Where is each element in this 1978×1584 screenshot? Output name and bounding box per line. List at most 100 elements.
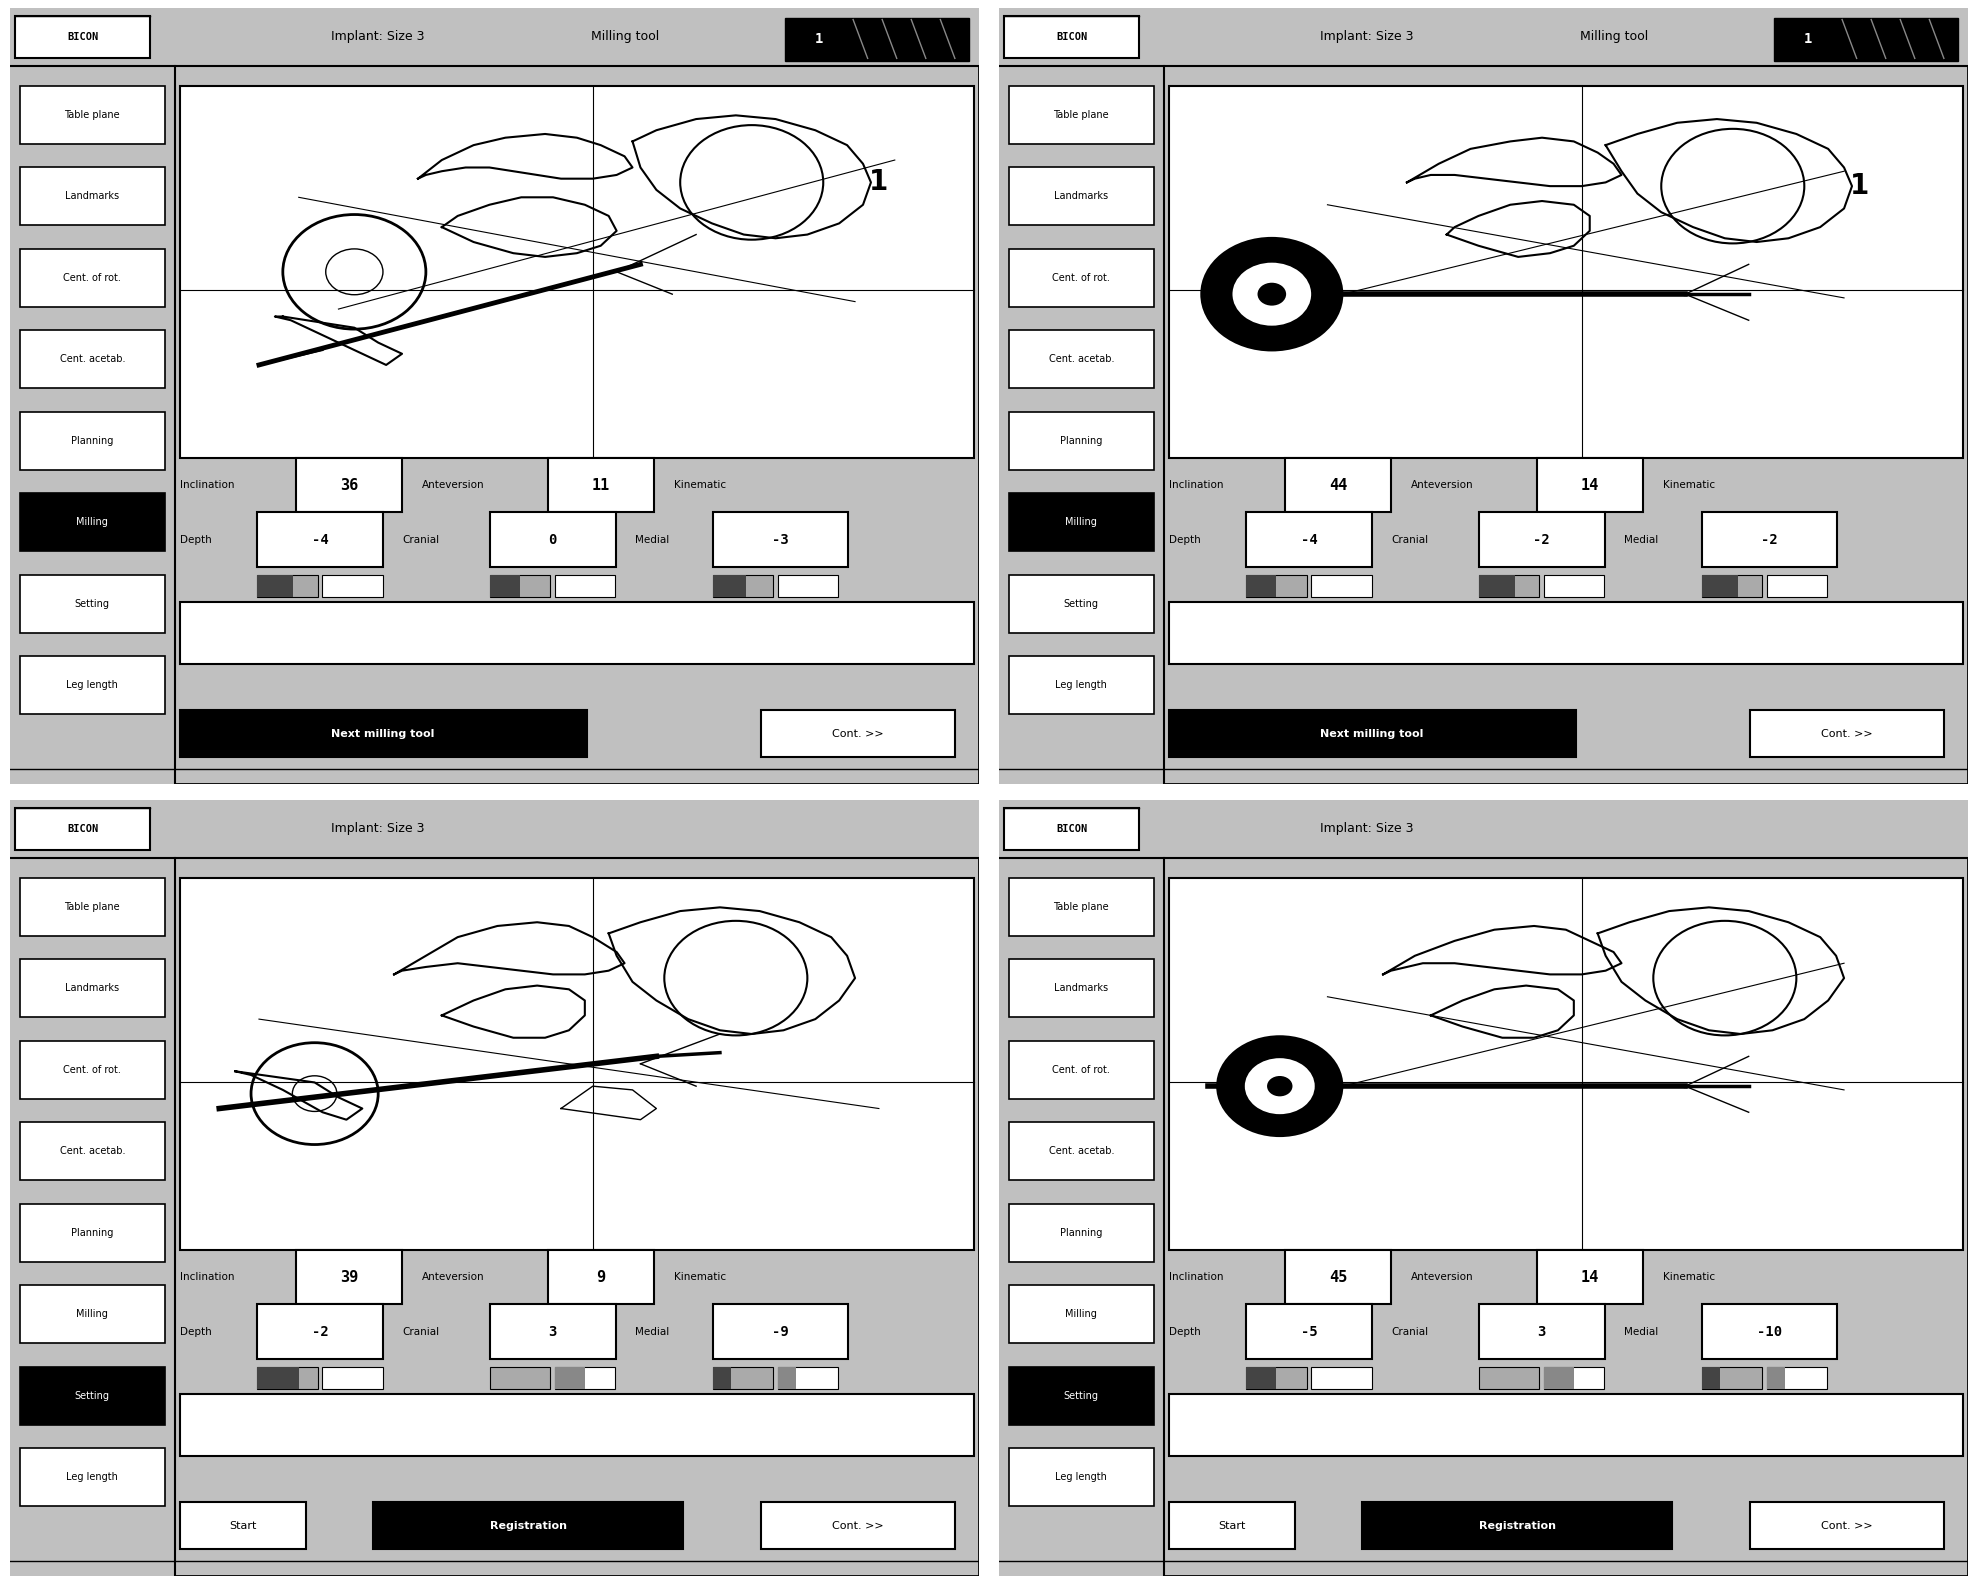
Text: Cent. acetab.: Cent. acetab. <box>1048 355 1114 364</box>
Bar <box>20 958 164 1017</box>
Bar <box>1009 166 1153 225</box>
Bar <box>712 1367 730 1389</box>
Bar <box>10 67 174 784</box>
Text: Leg length: Leg length <box>67 680 119 691</box>
Text: Milling tool: Milling tool <box>591 30 661 43</box>
Bar <box>1009 878 1153 936</box>
Text: Anteversion: Anteversion <box>1410 480 1474 491</box>
Bar <box>999 859 1163 1576</box>
Text: Setting: Setting <box>75 1391 109 1400</box>
Bar <box>1766 1367 1784 1389</box>
Text: Cent. of rot.: Cent. of rot. <box>63 272 121 282</box>
Bar <box>1537 458 1644 512</box>
Bar <box>1009 1204 1153 1262</box>
Bar <box>1545 575 1604 597</box>
Bar <box>762 710 955 757</box>
Text: 14: 14 <box>1580 478 1600 493</box>
Bar <box>1311 1367 1373 1389</box>
Text: Inclination: Inclination <box>180 1272 233 1283</box>
Bar <box>20 1041 164 1099</box>
Bar <box>491 575 520 597</box>
Text: Cranial: Cranial <box>402 534 439 545</box>
Bar <box>1751 710 1944 757</box>
Text: Setting: Setting <box>1064 599 1098 608</box>
Text: Landmarks: Landmarks <box>65 984 119 993</box>
Text: Medial: Medial <box>1624 1326 1658 1337</box>
Bar <box>1009 493 1153 551</box>
Text: Cont. >>: Cont. >> <box>1822 1521 1873 1530</box>
Bar <box>1246 1367 1307 1389</box>
Bar <box>1169 1502 1294 1549</box>
Text: Milling: Milling <box>1066 516 1098 527</box>
Bar <box>322 1367 384 1389</box>
Bar <box>257 1305 384 1359</box>
Text: Inclination: Inclination <box>1169 1272 1222 1283</box>
Circle shape <box>1268 1076 1292 1096</box>
Bar <box>1169 602 1964 664</box>
Text: Leg length: Leg length <box>1056 1472 1108 1483</box>
Text: Medial: Medial <box>1624 534 1658 545</box>
Bar <box>1701 575 1739 597</box>
Circle shape <box>1244 1058 1315 1114</box>
Text: Start: Start <box>229 1521 257 1530</box>
Text: Depth: Depth <box>1169 534 1201 545</box>
Text: BICON: BICON <box>1056 824 1088 833</box>
Bar <box>1169 710 1576 757</box>
Text: 1: 1 <box>1849 173 1869 200</box>
Bar <box>257 575 293 597</box>
Bar <box>1003 808 1139 851</box>
Bar <box>20 1448 164 1506</box>
Bar <box>1246 1367 1276 1389</box>
Bar <box>1009 329 1153 388</box>
Text: Cranial: Cranial <box>1391 1326 1428 1337</box>
Text: 0: 0 <box>548 532 558 546</box>
Text: Anteversion: Anteversion <box>421 480 485 491</box>
Text: Milling tool: Milling tool <box>1580 30 1650 43</box>
Text: Leg length: Leg length <box>67 1472 119 1483</box>
Text: Cent. acetab.: Cent. acetab. <box>1048 1147 1114 1156</box>
Text: Implant: Size 3: Implant: Size 3 <box>1321 30 1414 43</box>
Bar <box>180 710 587 757</box>
Bar <box>257 1367 318 1389</box>
Text: 3: 3 <box>1537 1324 1547 1338</box>
Bar <box>712 1305 849 1359</box>
Bar <box>20 575 164 632</box>
Text: Anteversion: Anteversion <box>1410 1272 1474 1283</box>
Bar <box>20 329 164 388</box>
Bar <box>712 1367 773 1389</box>
Bar <box>1009 412 1153 470</box>
Bar <box>999 800 1968 859</box>
Bar <box>1701 1367 1762 1389</box>
Text: Planning: Planning <box>71 436 113 445</box>
Bar <box>1286 1250 1391 1304</box>
Bar <box>777 1367 795 1389</box>
Bar <box>999 67 1163 784</box>
Bar <box>1701 1305 1838 1359</box>
Text: Implant: Size 3: Implant: Size 3 <box>332 30 425 43</box>
Bar <box>556 1367 585 1389</box>
Text: -2: -2 <box>1533 532 1551 546</box>
Bar <box>1701 512 1838 567</box>
Text: 1: 1 <box>1804 32 1812 46</box>
Text: 1: 1 <box>815 32 823 46</box>
Bar <box>777 1367 839 1389</box>
Bar <box>20 1285 164 1343</box>
Bar <box>1246 512 1373 567</box>
Text: -5: -5 <box>1302 1324 1317 1338</box>
Text: Medial: Medial <box>635 1326 669 1337</box>
Bar <box>180 602 975 664</box>
Text: Planning: Planning <box>1060 436 1102 445</box>
Bar <box>1480 1305 1604 1359</box>
Text: -2: -2 <box>1760 532 1778 546</box>
Bar <box>20 166 164 225</box>
Bar <box>257 575 318 597</box>
Bar <box>322 575 384 597</box>
Text: Cent. acetab.: Cent. acetab. <box>59 355 125 364</box>
Text: -10: -10 <box>1756 1324 1782 1338</box>
Text: 45: 45 <box>1329 1270 1347 1285</box>
Bar <box>1009 1285 1153 1343</box>
Bar <box>1009 86 1153 144</box>
Bar <box>1246 1305 1373 1359</box>
Bar <box>1774 17 1958 60</box>
Bar <box>785 17 969 60</box>
